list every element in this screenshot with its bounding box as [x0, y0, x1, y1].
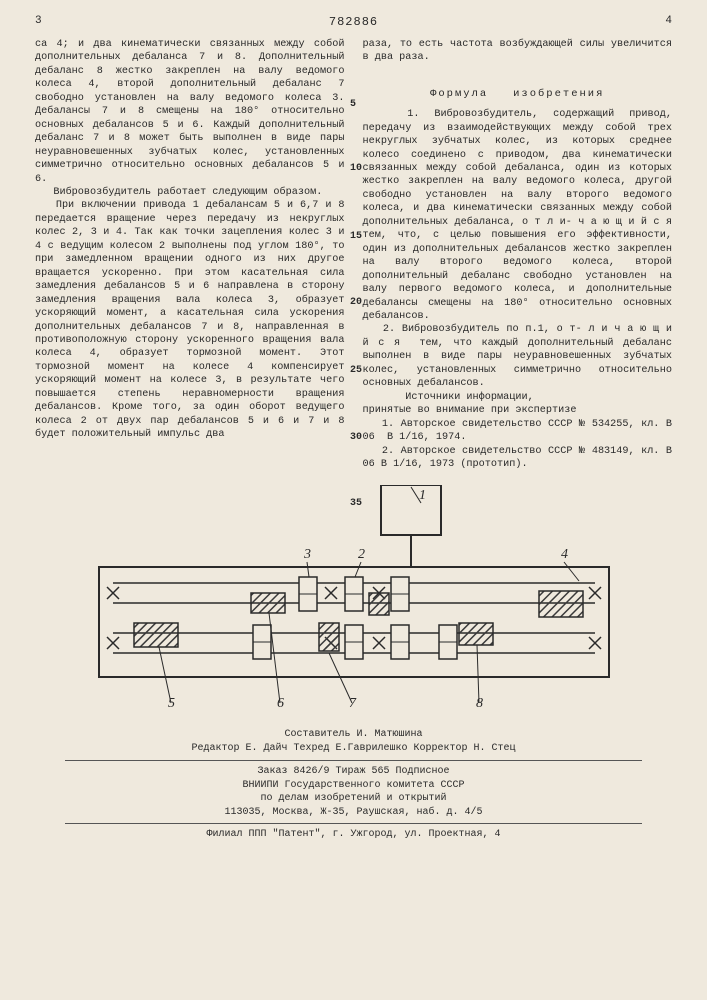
svg-text:8: 8	[476, 696, 483, 711]
footer-org1: ВНИИПИ Государственного комитета СССР	[35, 779, 672, 793]
left-para1: са 4; и два кинематически связанных межд…	[35, 39, 351, 185]
svg-text:1: 1	[419, 488, 426, 503]
line-marker-5: 5	[350, 99, 356, 112]
sources-title: Источники информации, принятые во вниман…	[363, 392, 577, 416]
footer-address: 113035, Москва, Ж-35, Раушская, наб. д. …	[35, 806, 672, 820]
right-para1: раза, то есть частота возбуждающей силы …	[363, 39, 679, 63]
source-2: 2. Авторское свидетельство СССР № 483149…	[363, 446, 679, 470]
line-marker-20: 20	[350, 297, 362, 310]
left-column: са 4; и два кинематически связанных межд…	[35, 38, 345, 471]
footer-branch: Филиал ППП "Патент", г. Ужгород, ул. Про…	[35, 828, 672, 842]
line-marker-35: 35	[350, 498, 362, 511]
credits-editors: Редактор Е. Дайч Техред Е.Гаврилешко Кор…	[35, 742, 672, 756]
line-marker-15: 15	[350, 231, 362, 244]
credits-block: Составитель И. Матюшина Редактор Е. Дайч…	[35, 728, 672, 756]
svg-text:6: 6	[277, 696, 284, 711]
source-1: 1. Авторское свидетельство СССР № 534255…	[363, 419, 679, 443]
claim-2: 2. Вибровозбудитель по п.1, о т- л и ч а…	[363, 324, 679, 389]
formula-title: Формула изобретения	[363, 88, 673, 102]
svg-text:3: 3	[303, 547, 311, 562]
line-marker-30: 30	[350, 432, 362, 445]
claim-1: 1. Вибровозбудитель, содержащий привод, …	[363, 109, 685, 322]
line-marker-25: 25	[350, 365, 362, 378]
patent-number: 782886	[329, 15, 378, 30]
divider-1	[65, 760, 642, 761]
line-marker-10: 10	[350, 163, 362, 176]
footer-block: Заказ 8426/9 Тираж 565 Подписное ВНИИПИ …	[35, 765, 672, 842]
divider-2	[65, 823, 642, 824]
col-left-number: 3	[35, 15, 42, 30]
left-para3: При включении привода 1 дебалансам 5 и 6…	[35, 200, 351, 440]
right-column: раза, то есть частота возбуждающей силы …	[363, 38, 673, 471]
svg-text:2: 2	[358, 547, 365, 562]
col-right-number: 4	[665, 15, 672, 30]
svg-text:7: 7	[349, 696, 357, 711]
left-para2: Вибровозбудитель работает следующим обра…	[35, 187, 322, 198]
mechanism-diagram: 1 2 3 4 5 6 7 8	[89, 485, 619, 720]
footer-org2: по делам изобретений и открытий	[35, 792, 672, 806]
footer-order: Заказ 8426/9 Тираж 565 Подписное	[35, 765, 672, 779]
page-header: 3 782886 4	[35, 15, 672, 30]
svg-text:5: 5	[168, 696, 175, 711]
svg-text:4: 4	[561, 547, 568, 562]
credits-compiler: Составитель И. Матюшина	[35, 728, 672, 742]
